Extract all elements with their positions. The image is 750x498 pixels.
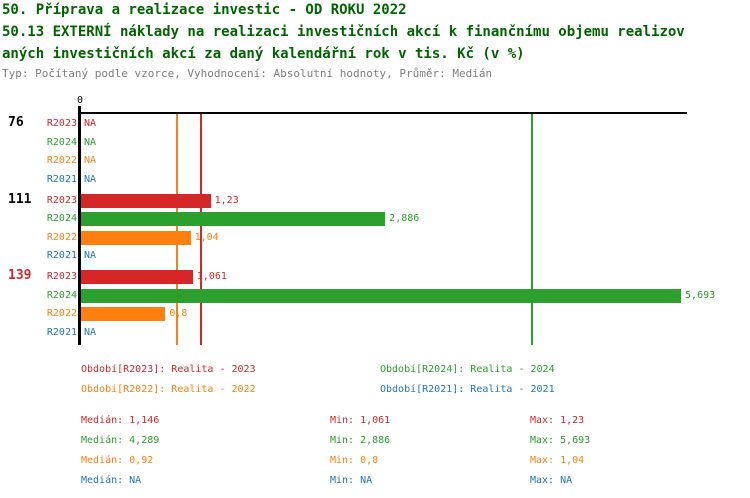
bar-r2023 [81, 270, 193, 284]
series-label-r2022: R2022 [46, 155, 77, 167]
series-label-r2021: R2021 [46, 250, 77, 262]
series-label-r2023: R2023 [46, 271, 77, 282]
series-label-r2023: R2023 [46, 118, 77, 129]
report-title-line3: aných investičních akcí za daný kalendář… [2, 46, 525, 62]
stat-median-r2022: Medián: 0,92 [81, 455, 154, 466]
report-title-line2: 50.13 EXTERNÍ náklady na realizaci inves… [2, 24, 685, 40]
series-label-r2024: R2024 [46, 136, 77, 148]
stat-median-r2021: Medián: NA [81, 475, 142, 486]
median-line-r2022 [175, 114, 178, 345]
stat-max-r2022: Max: 1,04 [530, 455, 585, 466]
na-label-r2022: NA [84, 155, 97, 167]
stat-min-r2024: Min: 2,886 [330, 435, 391, 446]
stat-min-r2021: Min: NA [330, 475, 373, 486]
report-meta-line: Typ: Počítaný podle vzorce, Vyhodnocení:… [2, 67, 493, 80]
axis-zero-label: 0 [76, 95, 84, 106]
legend-item-r2024: Období[R2024]: Realita - 2024 [380, 364, 555, 375]
stat-max-r2023: Max: 1,23 [530, 415, 585, 426]
series-label-r2024: R2024 [46, 213, 77, 225]
bar-value-label-r2023: 1,061 [196, 271, 227, 282]
bar-r2023 [81, 193, 211, 208]
bar-r2024 [81, 212, 386, 227]
series-label-r2022: R2022 [46, 308, 77, 320]
chart-area: 0 76 R2023 NA R2024 NA R2022 NA R2021 NA 111 R2023… [8, 95, 716, 345]
na-label-r2023: NA [84, 118, 97, 129]
series-label-r2023: R2023 [46, 194, 77, 206]
series-label-r2021: R2021 [46, 326, 77, 338]
bar-value-label-r2022: 1,04 [194, 231, 219, 243]
stat-median-r2023: Medián: 1,146 [81, 415, 160, 426]
bar-r2022 [81, 230, 191, 245]
bar-r2024 [81, 288, 682, 303]
x-axis-line [78, 112, 687, 114]
stat-min-r2022: Min: 0,8 [330, 455, 379, 466]
series-label-r2024: R2024 [46, 289, 77, 301]
report-title-line1: 50. Příprava a realizace investic - OD R… [2, 2, 407, 18]
bar-value-label-r2024: 2,886 [389, 213, 420, 225]
stat-max-r2024: Max: 5,693 [530, 435, 591, 446]
legend-item-r2021: Období[R2021]: Realita - 2021 [380, 384, 555, 395]
stat-min-r2023: Min: 1,061 [330, 415, 391, 426]
bar-r2022 [81, 307, 166, 322]
na-label-r2021: NA [84, 250, 97, 262]
legend-item-r2023: Období[R2023]: Realita - 2023 [81, 364, 256, 375]
na-label-r2024: NA [84, 136, 97, 148]
bar-value-label-r2024: 5,693 [685, 289, 716, 301]
group-label-111: 111 [8, 191, 32, 207]
series-label-r2022: R2022 [46, 231, 77, 243]
bar-value-label-r2022: 0,8 [169, 308, 188, 320]
bar-value-label-r2023: 1,23 [214, 194, 239, 206]
series-label-r2021: R2021 [46, 173, 77, 185]
median-line-r2023 [199, 114, 202, 345]
na-label-r2021: NA [84, 173, 97, 185]
stat-median-r2024: Medián: 4,289 [81, 435, 160, 446]
median-line-r2024 [531, 114, 534, 345]
na-label-r2021: NA [84, 326, 97, 338]
group-label-139: 139 [8, 268, 32, 283]
group-label-76: 76 [8, 115, 24, 130]
legend-item-r2022: Období[R2022]: Realita - 2022 [81, 384, 256, 395]
stat-max-r2021: Max: NA [530, 475, 573, 486]
y-axis-line [78, 106, 81, 345]
